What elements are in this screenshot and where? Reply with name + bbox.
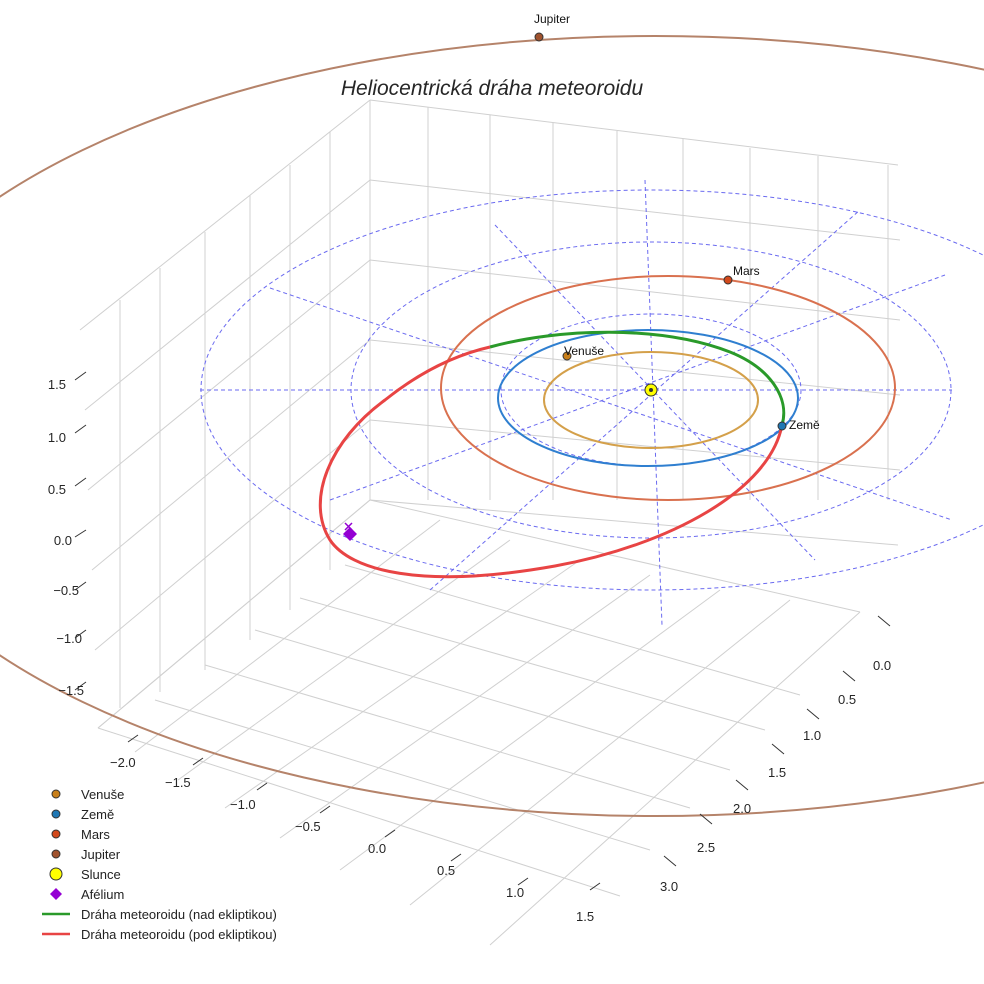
y-tick-label: 0.0 [873,658,891,673]
legend-label: Venuše [81,787,124,802]
meteoroid-path-above [489,330,786,426]
z-tick-label: −1.0 [56,631,82,646]
meteoroid-path-below [318,345,784,579]
x-axis: −2.0 −1.5 −1.0 −0.5 0.0 0.5 1.0 1.5 [110,734,601,924]
z-tick-label: 0.5 [48,482,66,497]
legend-mars-marker [51,829,61,839]
jupiter-orbit [0,35,984,817]
x-tick-label: −0.5 [295,819,321,834]
x-tick-label: −2.0 [110,755,136,770]
legend-label: Dráha meteoroidu (pod ekliptikou) [81,927,277,942]
earth-label: Země [789,418,820,432]
aphelion-cross-marker [344,522,353,531]
y-tick-label: 1.5 [768,765,786,780]
earth-marker [777,421,787,431]
y-tick-label: 2.5 [697,840,715,855]
legend-label: Dráha meteoroidu (nad ekliptikou) [81,907,277,922]
y-tick-label: 1.0 [803,728,821,743]
z-axis: 1.5 1.0 0.5 0.0 −0.5 −1.0 −1.5 [48,371,87,698]
x-tick-label: −1.5 [165,775,191,790]
legend-earth-marker [51,809,61,819]
legend-venus-marker [51,789,61,799]
legend-label: Slunce [81,867,121,882]
y-tick-label: 3.0 [660,879,678,894]
legend-label: Afélium [81,887,124,902]
z-tick-label: 1.0 [48,430,66,445]
mars-marker [723,275,733,285]
z-tick-label: 0.0 [54,533,72,548]
legend-jupiter-marker [51,849,61,859]
y-tick-label: 0.5 [838,692,856,707]
sun-core-marker [649,388,653,392]
venus-orbit [543,351,759,449]
z-tick-label: −0.5 [53,583,79,598]
jupiter-label: Jupiter [534,12,570,26]
venus-label: Venuše [564,344,604,358]
grid-back-wall [369,99,901,546]
legend-label: Mars [81,827,110,842]
legend-label: Jupiter [81,847,121,862]
jupiter-marker [534,32,544,42]
x-tick-label: −1.0 [230,797,256,812]
legend-label: Země [81,807,114,822]
x-tick-label: 0.5 [437,863,455,878]
legend: Venuše Země Mars Jupiter Slunce Afélium … [42,787,277,942]
legend-aphelion-marker [50,888,62,900]
earth-orbit [497,329,799,467]
y-axis: 0.0 0.5 1.0 1.5 2.0 2.5 3.0 [660,615,891,894]
z-tick-label: 1.5 [48,377,66,392]
venus-marker [562,351,572,361]
x-tick-label: 0.0 [368,841,386,856]
z-tick-label: −1.5 [58,683,84,698]
grid-left-wall [79,99,371,729]
y-tick-label: 2.0 [733,801,751,816]
x-tick-label: 1.5 [576,909,594,924]
mars-orbit [440,275,896,501]
mars-label: Mars [733,264,760,278]
grid-floor [97,499,861,946]
chart-title: Heliocentrická dráha meteoroidu [341,77,644,100]
x-tick-label: 1.0 [506,885,524,900]
legend-sun-marker [49,867,63,881]
aphelion-marker [343,527,357,541]
